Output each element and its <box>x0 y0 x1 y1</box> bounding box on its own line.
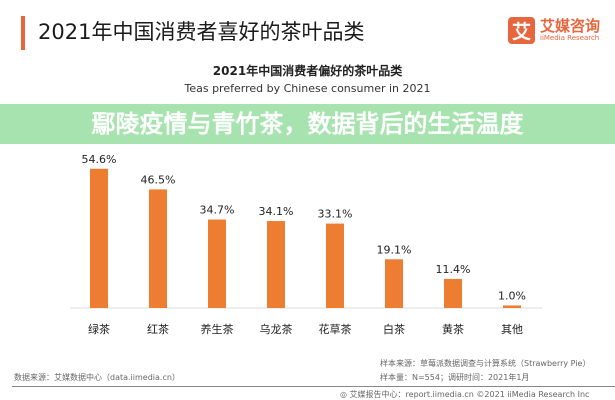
category-label: 黄茶 <box>442 322 464 336</box>
report-text: 艾媒报告中心：report.iimedia.cn ©2021 iiMedia R… <box>349 390 590 399</box>
data-label: 46.5% <box>141 173 176 186</box>
data-source: 数据来源：艾媒数据中心（data.iimedia.cn） <box>14 373 180 382</box>
category-label: 其他 <box>501 323 523 336</box>
bar-2 <box>208 219 226 308</box>
overlay-banner: 鄢陵疫情与青竹茶，数据背后的生活温度 <box>0 104 615 144</box>
logo-en: iiMedia Research <box>540 34 600 42</box>
bar-0 <box>90 168 108 308</box>
iimedia-logo: 艾 艾媒咨询 iiMedia Research <box>508 17 600 44</box>
logo-cn: 艾媒咨询 <box>540 17 601 35</box>
data-label: 33.1% <box>318 208 353 221</box>
data-label: 19.1% <box>377 243 412 256</box>
data-label: 11.4% <box>436 263 471 276</box>
data-label: 34.1% <box>259 205 294 218</box>
bar-4 <box>326 223 344 308</box>
logo-mark: 艾 <box>508 17 535 44</box>
banner-text: 鄢陵疫情与青竹茶，数据背后的生活温度 <box>91 110 524 138</box>
bar-7 <box>503 305 521 308</box>
data-label: 34.7% <box>200 204 235 217</box>
bar-5 <box>385 259 403 308</box>
title-accent-bar <box>21 16 25 50</box>
sample-size: 样本量：N=554；调研时间：2021年1月 <box>380 373 530 382</box>
data-label: 54.6% <box>82 153 117 166</box>
chart-title: 2021年中国消费者偏好的茶叶品类 <box>212 64 403 78</box>
category-label: 白茶 <box>383 322 405 336</box>
category-label: 养生茶 <box>201 322 234 336</box>
data-label: 1.0% <box>498 289 526 302</box>
sample-source: 样本来源：草莓派数据调查与计算系统（Strawberry Pie） <box>380 359 591 368</box>
bar-6 <box>444 278 462 308</box>
category-label: 绿茶 <box>88 322 110 336</box>
category-label: 乌龙茶 <box>260 322 293 336</box>
bar-3 <box>267 221 285 308</box>
bar-1 <box>149 189 167 308</box>
report-center: ◎ 艾媒报告中心：report.iimedia.cn ©2021 iiMedia… <box>340 390 590 399</box>
page-title: 2021年中国消费者喜好的茶叶品类 <box>38 20 365 44</box>
category-label: 花草茶 <box>319 323 352 336</box>
category-label: 红茶 <box>147 323 169 336</box>
chart-subtitle: Teas preferred by Chinese consumer in 20… <box>184 82 431 95</box>
footer-divider <box>12 386 615 387</box>
